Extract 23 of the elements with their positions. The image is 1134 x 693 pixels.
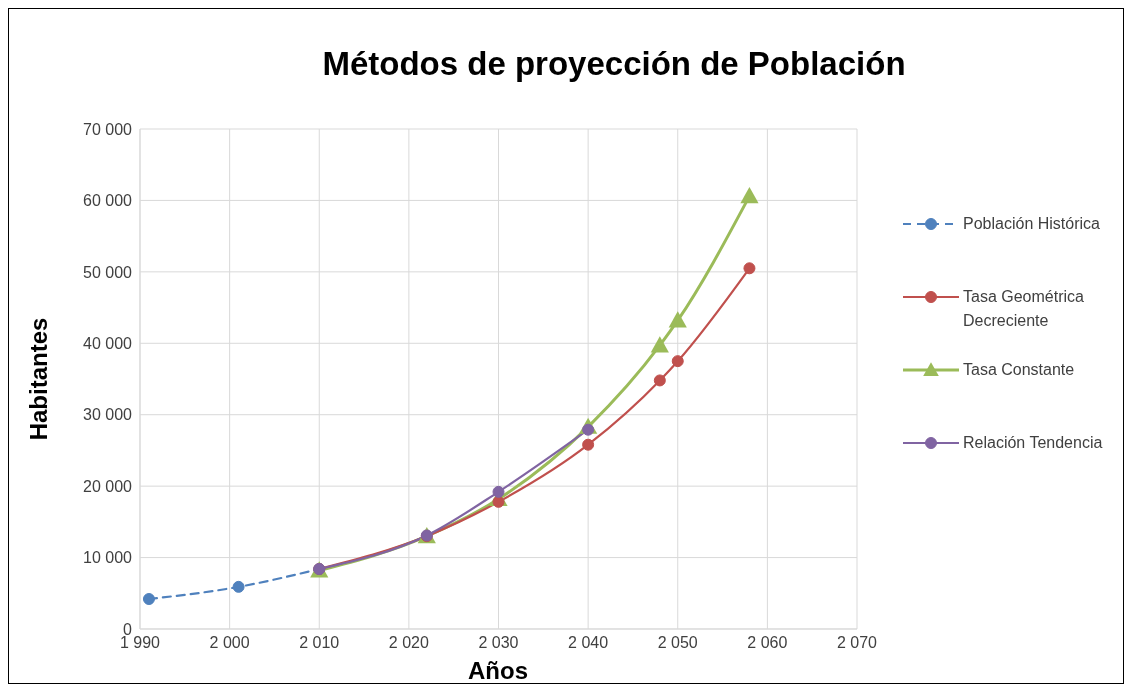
legend-label: Tasa Geométrica Decreciente (963, 287, 1085, 331)
y-tick-label: 10 000 (83, 549, 133, 567)
y-tick-label: 70 000 (83, 120, 133, 138)
x-tick-label: 2 070 (836, 634, 878, 652)
chart-title: Métodos de proyección de Población (321, 45, 907, 83)
y-tick-label: 60 000 (83, 192, 133, 210)
y-tick-label: 40 000 (83, 334, 133, 352)
legend-label: Tasa Constante (963, 360, 1075, 380)
x-axis-title: Años (468, 657, 528, 685)
x-tick-label: 2 040 (568, 634, 609, 652)
y-tick-label: 20 000 (83, 477, 133, 495)
y-tick-label: 30 000 (83, 406, 133, 424)
x-tick-label: 1 990 (119, 634, 161, 652)
x-tick-label: 2 050 (657, 634, 698, 652)
legend-label: Relación Tendencia (963, 433, 1103, 453)
x-tick-label: 2 000 (209, 634, 250, 652)
x-tick-label: 2 060 (747, 634, 788, 652)
x-tick-label: 2 020 (388, 634, 429, 652)
y-axis-title: Habitantes (25, 317, 53, 441)
x-tick-label: 2 010 (299, 634, 340, 652)
x-tick-label: 2 030 (478, 634, 519, 652)
y-tick-label: 50 000 (83, 263, 133, 281)
legend-label: Población Histórica (963, 214, 1100, 234)
